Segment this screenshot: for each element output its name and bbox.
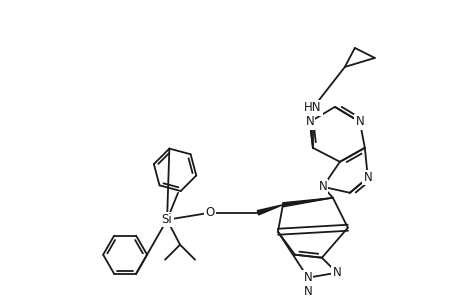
- Text: HN: HN: [303, 101, 321, 114]
- Text: N: N: [303, 285, 312, 298]
- Text: Si: Si: [162, 213, 172, 226]
- Polygon shape: [257, 205, 282, 215]
- Text: N: N: [332, 266, 341, 279]
- Text: N: N: [355, 116, 364, 128]
- Text: O: O: [205, 206, 214, 219]
- Text: N: N: [303, 271, 312, 284]
- Text: N: N: [363, 171, 371, 184]
- Text: N: N: [305, 116, 313, 128]
- Polygon shape: [282, 198, 332, 207]
- Text: N: N: [318, 180, 326, 193]
